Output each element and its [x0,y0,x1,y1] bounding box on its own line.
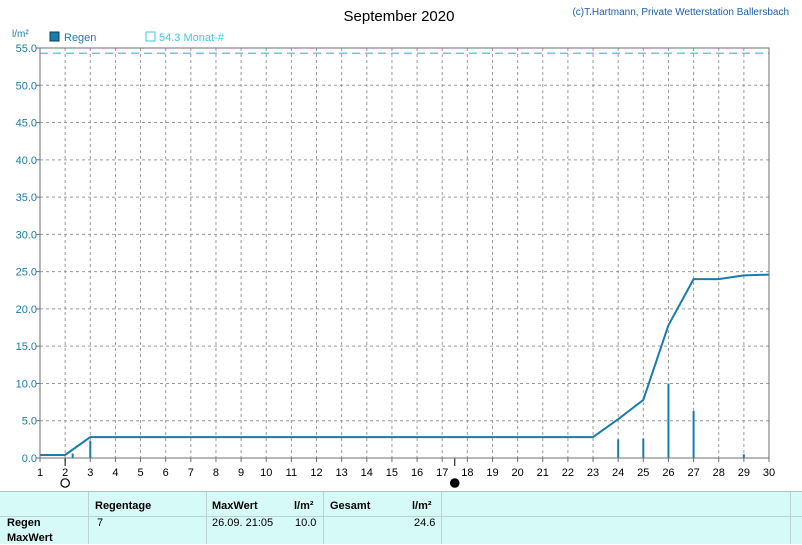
y-tick-label: 55.0 [16,43,37,55]
y-tick-label: 30.0 [16,229,37,241]
value-regentage: 7 [97,517,104,529]
row-label-regen: Regen [7,517,41,529]
legend-average-label: 54.3 Monat-# [159,32,225,44]
x-tick-label: 15 [386,467,398,479]
legend-average-swatch [145,31,156,42]
x-tick-label: 27 [687,467,699,479]
x-tick-label: 18 [461,467,473,479]
x-tick-label: 30 [763,467,775,479]
grid [40,48,769,458]
table-col-separator [88,492,89,544]
x-tick-label: 3 [87,467,93,479]
row-label-maxwert: MaxWert [7,532,53,544]
y-tick-label: 5.0 [22,416,37,428]
header-gesamt: Gesamt [330,500,371,512]
x-tick-label: 20 [511,467,523,479]
daily-rain-bars [71,383,745,458]
x-tick-label: 28 [713,467,725,479]
x-tick-label: 12 [310,467,322,479]
y-tick-label: 25.0 [16,267,37,279]
new-moon-icon [449,478,460,488]
y-tick-label: 35.0 [16,192,37,204]
y-tick-label: 45.0 [16,118,37,130]
chart-title: September 2020 [344,8,455,25]
x-tick-label: 29 [738,467,750,479]
table-col-separator [441,492,442,544]
y-tick-label: 50.0 [16,80,37,92]
rain-chart: September 2020 (c)T.Hartmann, Private We… [12,7,789,488]
y-tick-label: 40.0 [16,155,37,167]
x-tick-label: 26 [662,467,674,479]
moon-phase-markers [60,458,460,488]
x-tick-label: 24 [612,467,624,479]
table-col-separator [206,492,207,544]
x-tick-label: 19 [486,467,498,479]
x-tick-label: 25 [637,467,649,479]
y-tick-label: 20.0 [16,304,37,316]
x-tick-label: 16 [411,467,423,479]
x-tick-label: 21 [537,467,549,479]
value-max-date: 26.09. 21:05 [212,517,274,529]
x-tick-label: 22 [562,467,574,479]
y-tick-label: 0.0 [22,453,37,465]
plot-frame [39,47,770,459]
x-tick-label: 9 [238,467,244,479]
x-tick-label: 2 [62,467,68,479]
y-axis-unit: l/m² [12,29,29,40]
cumulative-rain-line [40,273,770,456]
x-tick-label: 13 [336,467,348,479]
x-tick-label: 10 [260,467,272,479]
copyright-credit: (c)T.Hartmann, Private Wetterstation Bal… [572,7,789,18]
header-regentage: Regentage [95,500,152,512]
table-col-separator [323,492,324,544]
table-row-separator [0,516,802,517]
x-tick-label: 6 [163,467,169,479]
x-tick-label: 5 [137,467,143,479]
y-axis-ticks: 0.0 5.0 10.0 15.0 20.0 25.0 30.0 35.0 40.0 45.0 50… [16,43,40,465]
x-tick-label: 4 [112,467,118,479]
x-tick-label: 1 [37,467,43,479]
full-moon-icon [60,478,70,488]
header-unit-total: l/m² [412,500,432,512]
table-col-separator [790,492,791,544]
x-tick-label: 8 [213,467,219,479]
y-tick-label: 15.0 [16,341,37,353]
x-tick-label: 11 [286,467,297,479]
legend-rain-swatch [49,31,60,42]
x-axis-ticks: 1 2 3 4 5 6 7 8 9 10 11 12 13 14 15 16 17 18 19 20 21 22 23 24 2… [37,458,775,479]
x-tick-label: 23 [587,467,599,479]
y-tick-label: 10.0 [16,378,37,390]
legend-rain-label: Regen [64,32,96,44]
header-unit-max: l/m² [294,500,314,512]
x-tick-label: 14 [361,467,373,479]
x-tick-label: 17 [436,467,448,479]
cumulative-rain-line-group [40,273,770,456]
value-max-amount: 10.0 [295,517,317,529]
header-maxwert: MaxWert [212,500,258,512]
summary-table: Regentage MaxWert l/m² Gesamt l/m² Regen… [0,491,802,544]
value-total: 24.6 [414,517,436,529]
x-tick-label: 7 [188,467,194,479]
